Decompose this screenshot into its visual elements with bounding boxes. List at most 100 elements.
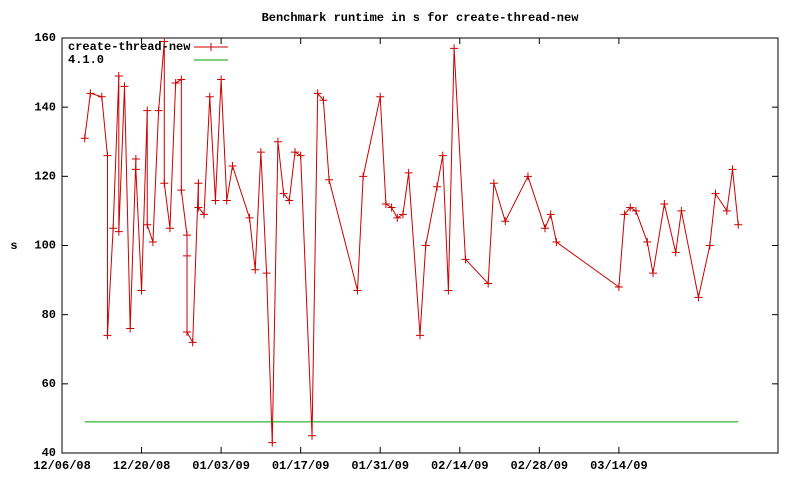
data-point [552, 238, 561, 247]
data-point [262, 269, 271, 278]
data-point [279, 189, 288, 198]
data-point [143, 220, 152, 229]
data-point [359, 172, 368, 181]
data-point [325, 175, 334, 184]
data-point [228, 161, 237, 170]
legend-label: create-thread-new [68, 40, 191, 54]
data-point [137, 286, 146, 295]
x-tick-label: 01/31/09 [351, 459, 409, 473]
x-tick-label: 03/14/09 [590, 459, 648, 473]
data-point [268, 438, 277, 447]
data-point [222, 196, 231, 205]
data-point [433, 182, 442, 191]
data-point [165, 224, 174, 233]
data-point [546, 210, 555, 219]
data-point [671, 248, 680, 257]
data-point [103, 331, 112, 340]
data-point [143, 106, 152, 115]
data-point [103, 151, 112, 160]
data-point [541, 224, 550, 233]
data-point [438, 151, 447, 160]
data-point [131, 155, 140, 164]
data-point [319, 96, 328, 105]
data-point [80, 134, 89, 143]
data-point [126, 324, 135, 333]
data-point [160, 37, 169, 46]
x-tick-label: 02/14/09 [431, 459, 489, 473]
y-tick-label: 40 [42, 446, 56, 460]
x-tick-label: 01/03/09 [192, 459, 250, 473]
data-point [631, 206, 640, 215]
data-point [643, 238, 652, 247]
data-point [251, 265, 260, 274]
data-point [97, 92, 106, 101]
data-point [217, 75, 226, 84]
data-point [677, 206, 686, 215]
data-point [183, 327, 192, 336]
data-point [296, 151, 305, 160]
data-point [308, 431, 317, 440]
data-point [194, 179, 203, 188]
data-point [177, 186, 186, 195]
data-point [626, 203, 635, 212]
data-point [205, 92, 214, 101]
data-point [177, 75, 186, 84]
data-point [444, 286, 453, 295]
data-point [421, 241, 430, 250]
data-point [313, 89, 322, 98]
y-axis-label: s [10, 239, 17, 253]
data-point [648, 269, 657, 278]
data-point [694, 293, 703, 302]
data-point [416, 331, 424, 340]
chart-title: Benchmark runtime in s for create-thread… [262, 11, 580, 25]
legend-label: 4.1.0 [68, 53, 104, 67]
data-point [183, 251, 192, 260]
data-point [183, 231, 192, 240]
data-point [245, 213, 254, 222]
data-point [614, 283, 623, 291]
y-tick-label: 80 [42, 308, 56, 322]
data-point [501, 217, 510, 226]
data-point [620, 210, 629, 219]
data-point [131, 165, 140, 174]
data-point [705, 241, 714, 250]
data-point [120, 82, 129, 91]
x-tick-label: 12/20/08 [113, 459, 171, 473]
y-tick-label: 60 [42, 377, 56, 391]
y-tick-label: 120 [34, 170, 56, 184]
data-point [523, 172, 532, 181]
plot-border [61, 37, 779, 454]
data-point [376, 92, 385, 101]
y-tick-label: 160 [34, 31, 56, 45]
data-point [285, 196, 294, 205]
x-tick-label: 02/28/09 [511, 459, 569, 473]
data-point [387, 203, 396, 212]
legend-marker [207, 43, 215, 51]
data-point [660, 200, 669, 208]
data-point [722, 206, 731, 215]
data-point [114, 227, 123, 236]
data-point [450, 44, 459, 53]
data-point [148, 238, 157, 247]
data-point [404, 168, 413, 177]
data-point [381, 200, 390, 208]
data-point [200, 210, 209, 219]
x-tick-label: 12/06/08 [33, 459, 91, 473]
data-point [211, 196, 220, 205]
data-point [290, 148, 299, 157]
data-point [114, 72, 123, 81]
data-point [393, 213, 402, 222]
data-point [160, 179, 169, 188]
data-point [711, 189, 720, 198]
data-point [154, 106, 163, 115]
data-point [489, 179, 498, 188]
data-point [353, 286, 362, 295]
data-point [461, 255, 470, 264]
data-point [188, 338, 197, 347]
data-point [484, 279, 493, 288]
data-point [86, 89, 95, 98]
data-point [109, 224, 118, 233]
data-point [728, 165, 737, 174]
